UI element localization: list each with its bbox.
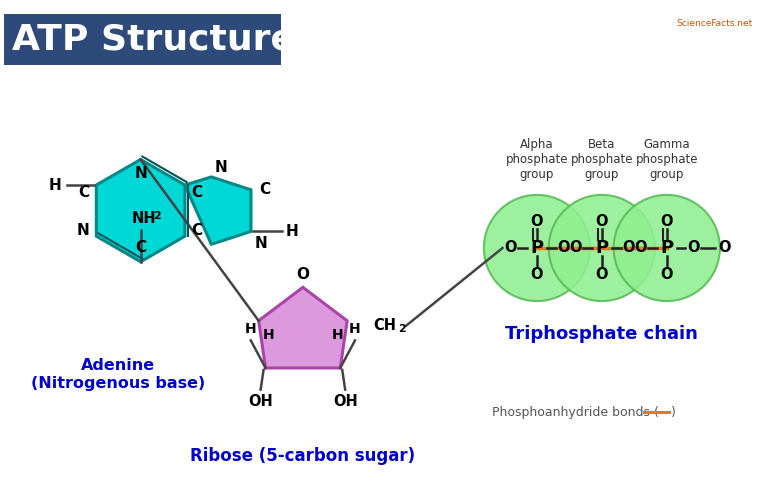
Text: N: N [215,160,227,174]
Circle shape [614,195,720,301]
Text: O: O [622,241,634,255]
Text: 2: 2 [399,324,406,333]
Text: C: C [191,223,202,238]
Text: Phosphoanhydride bonds (: Phosphoanhydride bonds ( [492,406,659,419]
Polygon shape [185,177,251,245]
Text: O: O [687,241,700,255]
Text: O: O [531,267,543,282]
Text: Beta
phosphate
group: Beta phosphate group [571,138,633,181]
Text: 2: 2 [154,210,161,220]
Text: P: P [660,239,674,257]
Text: P: P [595,239,608,257]
Text: O: O [660,267,673,282]
Text: N: N [76,223,89,238]
Circle shape [549,195,655,301]
FancyBboxPatch shape [4,14,281,65]
Text: P: P [531,239,544,257]
Text: ScienceFacts.net: ScienceFacts.net [677,19,753,28]
Polygon shape [259,288,347,368]
Text: O: O [596,214,608,229]
Text: O: O [531,214,543,229]
Text: OH: OH [248,394,273,409]
Text: NH: NH [131,211,156,226]
Text: O: O [558,241,570,255]
Text: ): ) [670,406,676,419]
Text: N: N [254,236,267,251]
Text: H: H [245,322,257,335]
Text: CH: CH [373,318,396,333]
Text: O: O [296,267,310,282]
Text: Adenine
(Nitrogenous base): Adenine (Nitrogenous base) [31,358,205,391]
Circle shape [484,195,590,301]
Polygon shape [96,160,185,262]
Text: Alpha
phosphate
group: Alpha phosphate group [505,138,568,181]
Text: O: O [634,241,647,255]
Text: H: H [332,328,343,341]
Text: Gamma
phosphate
group: Gamma phosphate group [635,138,698,181]
Text: Triphosphate chain: Triphosphate chain [505,325,698,342]
Text: OH: OH [333,394,358,409]
Text: O: O [719,241,731,255]
Text: H: H [48,177,61,193]
Text: H: H [349,322,361,335]
Text: H: H [286,224,299,239]
Text: C: C [191,185,202,201]
Text: C: C [259,182,270,197]
Text: O: O [504,241,517,255]
Text: ATP Structure: ATP Structure [12,23,295,56]
Text: N: N [134,166,147,181]
Text: C: C [78,185,89,201]
Text: O: O [660,214,673,229]
Text: O: O [569,241,581,255]
Text: C: C [135,241,146,255]
Text: O: O [596,267,608,282]
Text: Ribose (5-carbon sugar): Ribose (5-carbon sugar) [190,448,415,465]
Text: H: H [263,328,274,341]
